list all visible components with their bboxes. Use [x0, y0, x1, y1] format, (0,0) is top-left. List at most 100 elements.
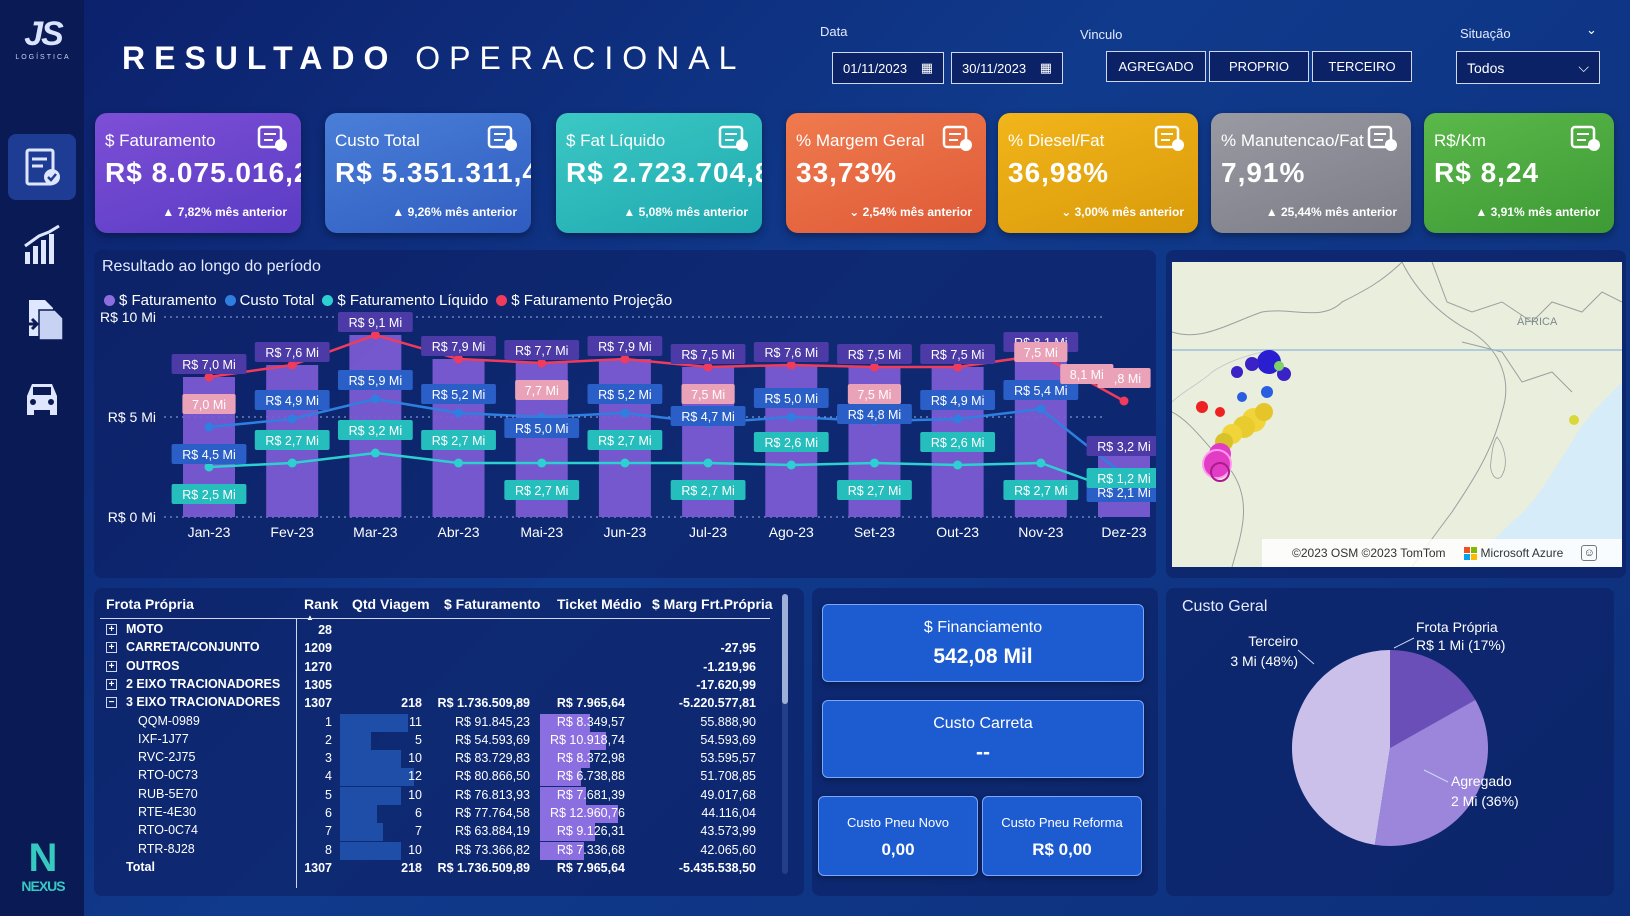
cell-ticket: R$ 7.336,68 — [556, 842, 625, 857]
table-total-row[interactable]: Total 1307 218 R$ 1.736.509,89 R$ 7.965,64 -5… — [100, 860, 786, 879]
series-point[interactable] — [620, 458, 630, 468]
table-row[interactable]: RTO-0C74 7 7 R$ 63.884,19 R$ 9.126,31 43.573,… — [100, 823, 786, 842]
series-point[interactable] — [537, 358, 547, 368]
table-row[interactable]: IXF-1J77 2 5 R$ 54.593,69 R$ 10.918,74 54.593… — [100, 731, 786, 751]
pie-label-name: Agregado — [1451, 773, 1512, 789]
table-group-row[interactable]: + OUTROS 1270 -1.219,96 — [100, 659, 786, 678]
data-label-bg — [681, 384, 735, 404]
series-point[interactable] — [454, 354, 464, 364]
series-point[interactable] — [204, 422, 214, 432]
table-row[interactable]: RUB-5E70 5 10 R$ 76.813,93 R$ 7.681,39 49.017… — [100, 786, 786, 806]
col-ticket-medio[interactable]: Ticket Médio — [557, 596, 642, 612]
col-faturamento[interactable]: $ Faturamento — [444, 596, 541, 612]
cell-qtd: 10 — [408, 787, 422, 802]
nexus-logo-letter: N — [28, 836, 58, 880]
vinculo-proprio-button[interactable]: PROPRIO — [1209, 51, 1309, 82]
table-group-row[interactable]: + CARRETA/CONJUNTO 1209 -27,95 — [100, 640, 786, 659]
series-point[interactable] — [620, 408, 630, 418]
kpi-title: $ Fat Líquido — [566, 131, 666, 150]
series-point[interactable] — [1119, 396, 1129, 406]
nav-transfer-button[interactable] — [8, 286, 76, 352]
table-row[interactable]: RVC-2J75 3 10 R$ 83.729,83 R$ 8.372,98 53.595… — [100, 750, 786, 769]
map-view[interactable]: ÁFRICA ©2023 OSM ©2023 TomTom Microsoft … — [1172, 262, 1622, 567]
series-point[interactable] — [370, 330, 380, 340]
chevron-down-icon[interactable]: ⌄ — [1586, 22, 1597, 37]
series-point[interactable] — [537, 458, 547, 468]
kpi-card-3: $ Fat Líquido R$ 2.723.704,83 ▲ 5,08% mês … — [556, 113, 762, 233]
pie-slice-frota-própria[interactable] — [1390, 650, 1476, 748]
vinculo-terceiro-button[interactable]: TERCEIRO — [1312, 51, 1412, 82]
series-point[interactable] — [703, 458, 713, 468]
date-end-input[interactable]: 30/11/2023 ▦ — [951, 52, 1063, 84]
series-point[interactable] — [287, 360, 297, 370]
expand-icon[interactable]: + — [106, 642, 117, 654]
series-point[interactable] — [454, 458, 464, 468]
series-point[interactable] — [786, 460, 796, 470]
col-qtd-viagem[interactable]: Qtd Viagem — [352, 596, 430, 612]
nav-growth-button[interactable] — [8, 212, 76, 278]
table-row[interactable]: RTR-8J28 8 10 R$ 73.366,82 R$ 7.336,68 42.065… — [100, 841, 786, 861]
table-row[interactable]: QQM-0989 1 11 R$ 91.845,23 R$ 8.349,57 55.888… — [100, 713, 786, 733]
series-point[interactable] — [370, 448, 380, 458]
expand-icon[interactable]: + — [106, 624, 117, 635]
legend-faturamento[interactable]: $ Faturamento — [104, 292, 217, 309]
series-point[interactable] — [370, 394, 380, 404]
kpi-delta-text: 3,91% mês anterior — [1490, 205, 1600, 219]
series-point[interactable] — [869, 458, 879, 468]
feedback-smiley-icon[interactable]: ☺ — [1581, 545, 1598, 561]
legend-fat-projecao[interactable]: $ Faturamento Projeção — [496, 292, 672, 309]
map-attribution: ©2023 OSM ©2023 TomTom — [1292, 546, 1446, 560]
table-scrollbar-thumb[interactable] — [782, 594, 788, 704]
series-point[interactable] — [1036, 404, 1046, 414]
series-point[interactable] — [953, 362, 963, 372]
series-point[interactable] — [869, 362, 879, 372]
table-group-row[interactable]: + MOTO 28 — [100, 622, 786, 641]
series-point[interactable] — [620, 354, 630, 364]
data-label-bg — [1086, 468, 1156, 488]
col-frota-propria[interactable]: Frota Própria — [106, 596, 194, 612]
series-point[interactable] — [953, 460, 963, 470]
series-point[interactable] — [703, 362, 713, 372]
series-point[interactable] — [287, 414, 297, 424]
series-point[interactable] — [287, 458, 297, 468]
data-label: R$ 2,7 Mi — [265, 434, 319, 448]
legend-fat-liquido[interactable]: $ Faturamento Líquido — [322, 292, 488, 309]
series-point[interactable] — [454, 408, 464, 418]
kpi-value: R$ 8,24 — [1434, 157, 1540, 188]
col-rank[interactable]: Rank — [304, 596, 339, 612]
series-point[interactable] — [786, 412, 796, 422]
pie-slice-agregado[interactable] — [1374, 699, 1488, 846]
data-label-bg — [920, 390, 996, 410]
table-group-row[interactable]: +2 EIXO TRACIONADORES 1305 -17.620,99 — [100, 677, 786, 696]
table-row[interactable]: RTE-4E30 6 6 R$ 77.764,58 R$ 12.960,76 44.116… — [100, 805, 786, 824]
situacao-select[interactable]: Todos ⌵ — [1456, 51, 1600, 84]
data-label: 7,5 Mi — [857, 388, 891, 402]
vehicle-plate: RVC-2J75 — [138, 750, 196, 765]
series-point[interactable] — [1036, 458, 1046, 468]
table-column-divider — [296, 618, 297, 888]
calendar-icon[interactable]: ▦ — [1039, 60, 1052, 75]
date-start-input[interactable]: 01/11/2023 ▦ — [832, 52, 944, 84]
data-label-bg — [837, 344, 912, 364]
vinculo-agregado-button[interactable]: AGREGADO — [1106, 51, 1206, 82]
col-marg-frt-propria[interactable]: $ Marg Frt.Própria — [652, 596, 773, 612]
cell-rank: 4 — [325, 769, 332, 784]
nav-vehicle-button[interactable] — [8, 364, 76, 430]
pie-leader-line — [1297, 649, 1315, 665]
series-point[interactable] — [786, 360, 796, 370]
expand-icon[interactable]: + — [106, 660, 117, 672]
collapse-icon[interactable]: − — [106, 697, 117, 709]
data-label: R$ 4,7 Mi — [681, 410, 735, 424]
legend-custo-total[interactable]: Custo Total — [224, 292, 314, 309]
cell-rank: 3 — [325, 751, 332, 766]
series-point[interactable] — [953, 414, 963, 424]
pie-slice-terceiro[interactable] — [1292, 650, 1390, 845]
calendar-icon[interactable]: ▦ — [920, 60, 933, 75]
series-point[interactable] — [204, 462, 214, 472]
table-group-row[interactable]: −3 EIXO TRACIONADORES 1307 218 R$ 1.736.509… — [100, 695, 786, 714]
nav-report-button[interactable] — [8, 134, 76, 200]
table-row[interactable]: RTO-0C73 4 12 R$ 80.866,50 R$ 6.738,88 51.708… — [100, 768, 786, 787]
expand-icon[interactable]: + — [106, 678, 117, 690]
series-point[interactable] — [204, 372, 214, 382]
table-scrollbar[interactable] — [782, 594, 788, 874]
